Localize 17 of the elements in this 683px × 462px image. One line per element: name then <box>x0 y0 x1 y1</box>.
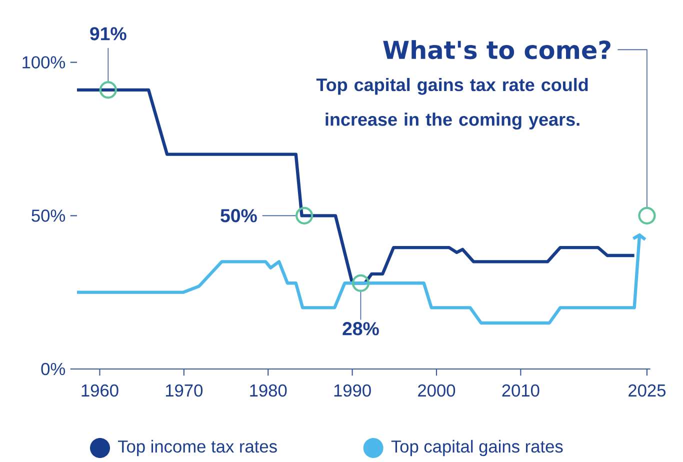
x-tick-label: 2025 <box>628 384 666 397</box>
x-tick-label: 1990 <box>334 384 371 397</box>
y-tick-label: 0% <box>41 362 66 376</box>
x-tick-label: 2010 <box>502 384 540 397</box>
x-tick-label: 1980 <box>250 384 287 397</box>
x-tick-label: 1960 <box>82 384 118 397</box>
legend-label: Top capital gains rates <box>391 440 563 456</box>
annotation: 50% <box>220 209 257 222</box>
annotation: What's to come? <box>383 40 610 60</box>
x-tick-label: 1970 <box>166 384 203 397</box>
y-tick-label: 50% <box>32 210 66 222</box>
legend-label: Top income tax rates <box>118 440 277 456</box>
annotation: 91% <box>90 27 126 40</box>
x-tick-label: 2000 <box>418 384 456 397</box>
y-tick-label: 100% <box>22 56 66 68</box>
annotation: 28% <box>342 322 379 336</box>
annotation: Top capital gains tax rate could increase in the coming years. <box>316 78 588 130</box>
